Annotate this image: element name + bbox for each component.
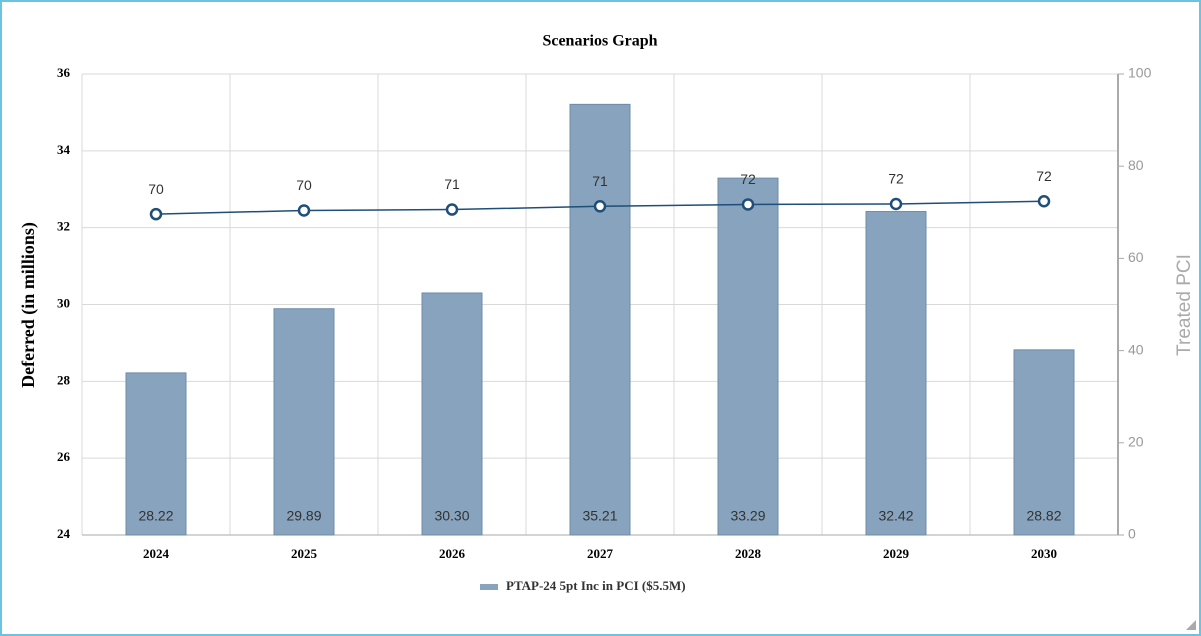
bar-value-label: 28.82 <box>1026 508 1061 524</box>
bar <box>717 177 779 536</box>
x-tick-label: 2029 <box>883 546 910 561</box>
bar <box>1013 349 1075 536</box>
x-tick-label: 2026 <box>439 546 466 561</box>
line-value-label: 71 <box>444 176 460 192</box>
y2-tick-label: 80 <box>1128 157 1144 173</box>
y-tick-label: 24 <box>57 526 71 541</box>
x-tick-label: 2030 <box>1031 546 1057 561</box>
x-tick-label: 2025 <box>291 546 318 561</box>
y-tick-label: 32 <box>57 219 70 234</box>
bar-value-label: 30.30 <box>434 508 469 524</box>
y-tick-label: 36 <box>57 65 71 80</box>
bar-value-label: 33.29 <box>730 508 765 524</box>
y2-tick-label: 40 <box>1128 341 1144 357</box>
x-tick-label: 2028 <box>735 546 762 561</box>
line-marker <box>889 197 903 211</box>
y2-axis-label: Treated PCI <box>1174 254 1195 356</box>
bar-value-label: 32.42 <box>878 508 913 524</box>
line-value-label: 70 <box>296 177 312 193</box>
y2-tick-label: 100 <box>1128 65 1152 81</box>
bar-value-label: 29.89 <box>286 508 321 524</box>
y-tick-label: 30 <box>57 295 70 310</box>
line-value-label: 72 <box>888 171 904 187</box>
line-marker <box>445 203 459 216</box>
line-value-label: 72 <box>1036 168 1052 184</box>
line-value-label: 71 <box>592 173 608 189</box>
line-value-label: 70 <box>148 181 164 197</box>
y-tick-label: 28 <box>57 372 71 387</box>
x-tick-label: 2024 <box>143 546 170 561</box>
line-marker <box>593 200 607 213</box>
line-marker <box>297 204 311 217</box>
line-value-label: 72 <box>740 171 756 187</box>
line-marker <box>741 198 755 211</box>
y2-tick-label: 60 <box>1128 249 1144 265</box>
bar <box>865 211 927 536</box>
bar-value-label: 35.21 <box>582 508 617 524</box>
bar <box>125 372 187 536</box>
y2-tick-label: 20 <box>1128 434 1144 450</box>
resize-handle[interactable] <box>1186 620 1196 630</box>
line-marker <box>149 207 163 221</box>
bar <box>569 103 631 536</box>
y-tick-label: 34 <box>57 142 71 157</box>
x-tick-label: 2027 <box>587 546 614 561</box>
y-tick-label: 26 <box>57 449 71 464</box>
bar-value-label: 28.22 <box>138 508 173 524</box>
y-axis-label: Deferred (in millions) <box>18 222 39 388</box>
y2-tick-label: 0 <box>1128 526 1136 542</box>
bar <box>421 292 483 536</box>
line-marker <box>1037 194 1051 208</box>
chart-title: Scenarios Graph <box>542 33 657 50</box>
legend-label: PTAP-24 5pt Inc in PCI ($5.5M) <box>506 578 686 593</box>
bar <box>273 308 335 536</box>
legend-swatch <box>480 584 498 590</box>
